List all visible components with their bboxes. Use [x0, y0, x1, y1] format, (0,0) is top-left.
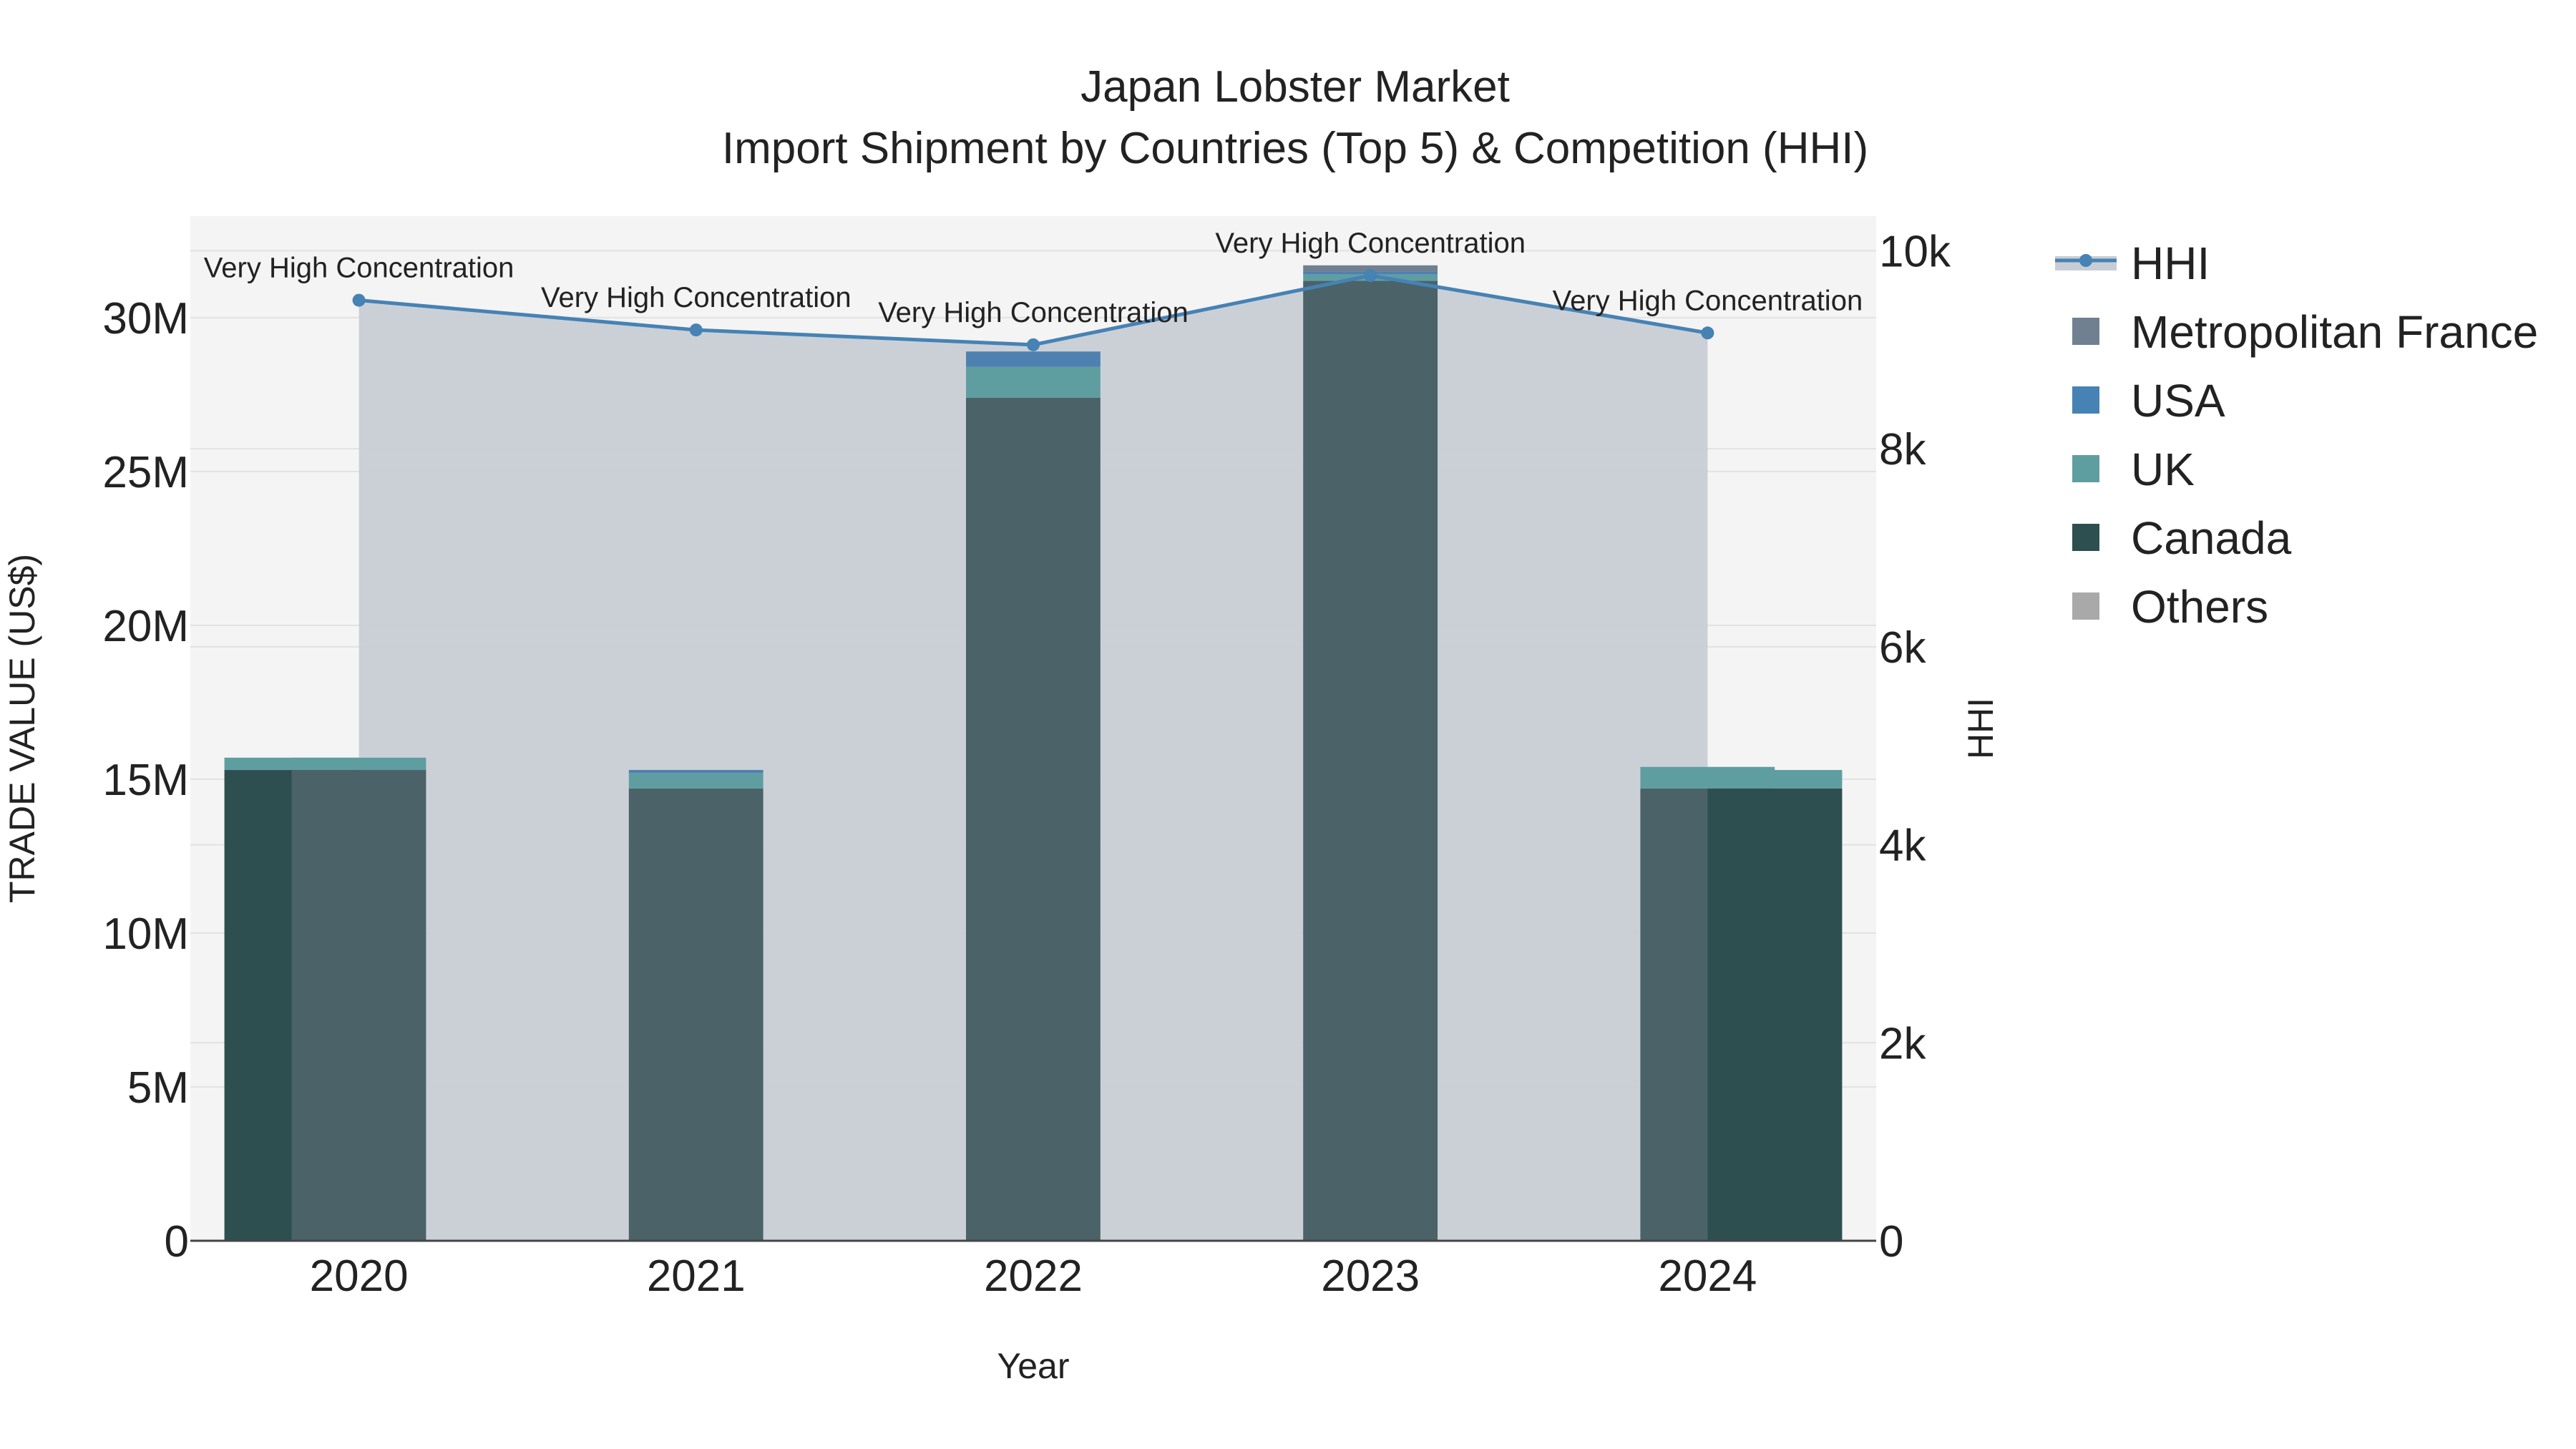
bar-canada-2024: [1707, 788, 1843, 1241]
bar-canada-2023: [1303, 280, 1438, 1241]
y2-tick-label-4k: 4k: [1879, 821, 1926, 871]
hhi-point-2022: [1027, 338, 1040, 351]
y-tick-label-15M: 15M: [102, 756, 189, 805]
hhi-label-2024: Very High Concentration: [1553, 285, 1863, 316]
hhi-point-2024: [1701, 326, 1714, 340]
legend-swatch-canada: [2072, 524, 2099, 551]
y-tick-label-0: 0: [165, 1217, 189, 1267]
y2-tick-label-2k: 2k: [1879, 1019, 1926, 1068]
legend-label-canada: Canada: [2131, 512, 2292, 564]
legend-item-hhi: HHI: [2055, 238, 2210, 289]
axes: 2020 2021 2022 2023 2024 0 5M 10M 15M 20M 25M 30M 0 2…: [102, 227, 1951, 1301]
legend-item-others: Others: [2072, 581, 2268, 633]
legend-label-hhi: HHI: [2131, 238, 2210, 289]
x-tick-label-2022: 2022: [984, 1252, 1083, 1301]
y2-tick-label-6k: 6k: [1879, 623, 1926, 673]
legend-item-canada: Canada: [2072, 512, 2292, 564]
bar-metropolitan-france-2023: [1303, 265, 1438, 272]
x-tick-label-2020: 2020: [310, 1252, 409, 1301]
bar-uk-2020: [291, 757, 426, 771]
legend-item-usa: USA: [2072, 375, 2225, 426]
legend-label-uk: UK: [2131, 444, 2195, 495]
hhi-point-2021: [689, 323, 703, 337]
hhi-label-2021: Very High Concentration: [541, 282, 852, 313]
y2-tick-label-10k: 10k: [1879, 227, 1951, 276]
legend-swatch-uk: [2072, 455, 2099, 482]
legend-item-metropolitan-france: Metropolitan France: [2072, 306, 2538, 358]
bar-usa-2021: [628, 770, 763, 774]
hhi-label-2022: Very High Concentration: [878, 297, 1189, 328]
y-tick-label-5M: 5M: [127, 1063, 189, 1113]
legend-swatch-others: [2072, 592, 2099, 620]
y-tick-label-30M: 30M: [102, 294, 189, 343]
hhi-point-2023: [1364, 269, 1377, 283]
bar-uk-2022: [966, 366, 1101, 398]
y-tick-label-10M: 10M: [102, 909, 189, 959]
y2-tick-label-0: 0: [1879, 1217, 1903, 1267]
y2-axis-label: HHI: [1961, 698, 2001, 759]
chart-title: Japan Lobster Market: [1080, 62, 1510, 112]
hhi-point-2020: [352, 293, 366, 307]
bar-usa-2022: [966, 351, 1101, 367]
x-tick-label-2023: 2023: [1321, 1252, 1420, 1301]
legend-swatch-metropolitan-france: [2072, 318, 2099, 345]
y-axis-label: TRADE VALUE (US$): [2, 554, 42, 903]
legend-swatch-usa: [2072, 386, 2099, 414]
y-tick-label-25M: 25M: [102, 448, 189, 497]
chart-subtitle: Import Shipment by Countries (Top 5) & C…: [722, 124, 1868, 173]
legend-item-uk: UK: [2072, 444, 2195, 495]
y-tick-label-20M: 20M: [102, 602, 189, 651]
bar-canada-2022: [966, 397, 1101, 1241]
legend-label-usa: USA: [2131, 375, 2225, 426]
legend-label-others: Others: [2131, 581, 2268, 633]
bar-canada-2020: [291, 770, 426, 1241]
x-tick-label-2021: 2021: [647, 1252, 746, 1301]
legend-label-metropolitan-france: Metropolitan France: [2131, 306, 2538, 358]
hhi-series: Very High Concentration Very High Concent…: [204, 228, 1863, 351]
legend: HHI Metropolitan France USA UK Canada Others: [2055, 238, 2538, 633]
y2-tick-label-8k: 8k: [1879, 425, 1926, 474]
hhi-label-2020: Very High Concentration: [204, 253, 514, 284]
bar-canada-2021: [628, 788, 763, 1241]
bar-uk-2024: [1707, 770, 1843, 789]
x-axis-label: Year: [997, 1346, 1069, 1386]
bar-uk-2021: [628, 773, 763, 789]
bars: [224, 265, 1843, 1241]
hhi-label-2023: Very High Concentration: [1215, 228, 1526, 259]
legend-swatch-hhi-marker: [2079, 254, 2092, 267]
x-tick-label-2024: 2024: [1658, 1252, 1757, 1301]
